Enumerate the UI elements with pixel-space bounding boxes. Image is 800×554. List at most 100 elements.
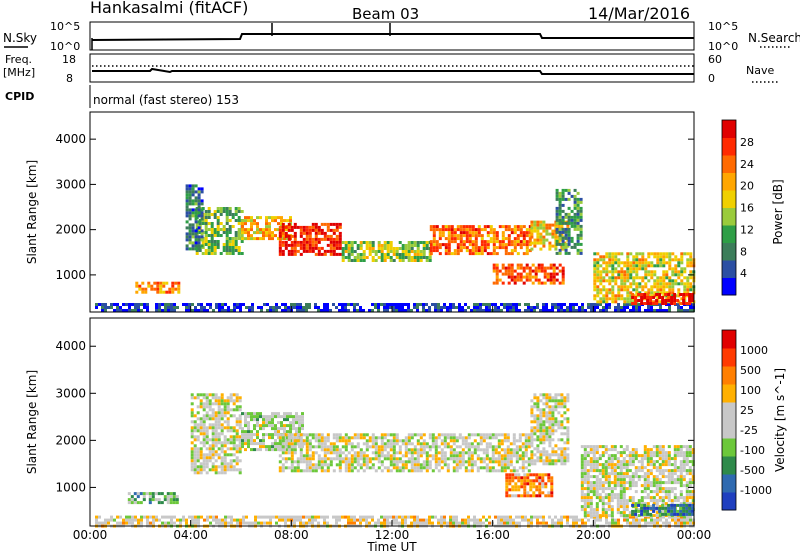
velocity-cell — [641, 518, 644, 522]
power-cell — [416, 309, 419, 312]
velocity-cell — [259, 412, 262, 416]
power-cell — [662, 255, 666, 259]
power-cell — [262, 234, 265, 238]
power-cell — [206, 309, 209, 312]
power-cell — [495, 240, 499, 244]
power-cell — [551, 229, 555, 233]
power-cell — [673, 299, 677, 302]
power-cell — [236, 303, 239, 306]
velocity-cell — [232, 393, 236, 397]
velocity-cell — [368, 460, 372, 464]
velocity-cell — [458, 460, 462, 464]
velocity-cell — [371, 433, 375, 437]
power-cell — [611, 270, 615, 274]
velocity-cell — [601, 487, 605, 491]
power-cell — [158, 309, 161, 312]
power-cell — [188, 187, 192, 191]
power-cell — [659, 306, 662, 309]
velocity-cell — [149, 521, 152, 525]
power-cell — [305, 231, 309, 235]
power-cell — [510, 266, 514, 270]
power-cell — [296, 225, 300, 229]
power-cell — [176, 306, 179, 309]
velocity-cell — [530, 414, 534, 418]
velocity-cell — [202, 465, 206, 469]
power-cell — [383, 259, 387, 262]
power-cell — [635, 291, 639, 295]
velocity-cell — [368, 515, 371, 519]
velocity-cell — [604, 496, 608, 500]
power-cell — [671, 267, 675, 271]
velocity-cell — [383, 448, 387, 452]
power-cell — [688, 296, 692, 299]
power-cell — [629, 264, 633, 268]
velocity-cell — [508, 476, 512, 480]
power-cell — [219, 222, 223, 225]
power-cell — [344, 309, 347, 312]
velocity-cell — [190, 429, 194, 433]
power-cell — [581, 309, 584, 312]
power-cell — [371, 256, 375, 259]
velocity-cell — [443, 439, 447, 443]
power-cell — [188, 217, 192, 221]
velocity-cell — [506, 433, 510, 437]
power-cell — [522, 243, 526, 247]
velocity-cell — [305, 454, 309, 458]
velocity-cell — [589, 475, 593, 479]
power-cell — [194, 238, 198, 242]
power-cell — [492, 246, 496, 250]
velocity-cell — [404, 466, 408, 470]
velocity-cell — [220, 399, 224, 403]
velocity-cell — [350, 469, 354, 473]
velocity-cell — [512, 466, 516, 470]
velocity-cell — [161, 515, 164, 519]
power-cell — [447, 252, 451, 256]
velocity-cell — [205, 399, 209, 403]
power-cell — [413, 253, 417, 256]
power-cell — [554, 247, 558, 251]
velocity-cell — [329, 457, 333, 461]
velocity-cell — [323, 454, 327, 458]
velocity-cell — [392, 436, 396, 440]
velocity-cell — [208, 405, 212, 409]
power-cell — [680, 273, 684, 277]
velocity-cell — [202, 429, 206, 433]
velocity-cell — [452, 469, 456, 473]
velocity-cell — [437, 518, 440, 522]
power-cell — [503, 303, 506, 306]
power-cell — [191, 208, 195, 212]
velocity-cell — [368, 436, 372, 440]
velocity-cell — [440, 448, 444, 452]
velocity-cell — [545, 417, 549, 421]
velocity-cell — [172, 498, 176, 502]
velocity-cell — [235, 405, 239, 409]
power-cell — [125, 303, 128, 306]
power-cell — [665, 291, 669, 295]
power-cell — [290, 240, 294, 244]
power-cell — [253, 231, 256, 235]
power-cell — [558, 230, 562, 234]
velocity-cell — [580, 496, 584, 500]
velocity-cell — [509, 454, 513, 458]
velocity-cell — [464, 469, 468, 473]
velocity-cell — [554, 420, 558, 424]
nave-tick-high: 60 — [708, 53, 722, 66]
velocity-cell — [542, 396, 546, 400]
power-cell — [573, 218, 577, 222]
velocity-cell — [119, 521, 122, 525]
power-cell — [131, 303, 134, 306]
velocity-cell — [425, 521, 428, 525]
velocity-cell — [554, 453, 558, 457]
power-cell — [268, 237, 271, 241]
velocity-cell — [377, 454, 381, 458]
power-cell — [640, 293, 644, 296]
power-cell — [131, 309, 134, 312]
velocity-cell — [586, 487, 590, 491]
power-cell — [429, 249, 433, 253]
velocity-cell — [523, 476, 527, 480]
velocity-cell — [166, 492, 170, 496]
power-cell — [507, 266, 511, 270]
power-cell — [338, 240, 342, 244]
power-cell — [474, 252, 478, 256]
velocity-cell — [530, 432, 534, 436]
